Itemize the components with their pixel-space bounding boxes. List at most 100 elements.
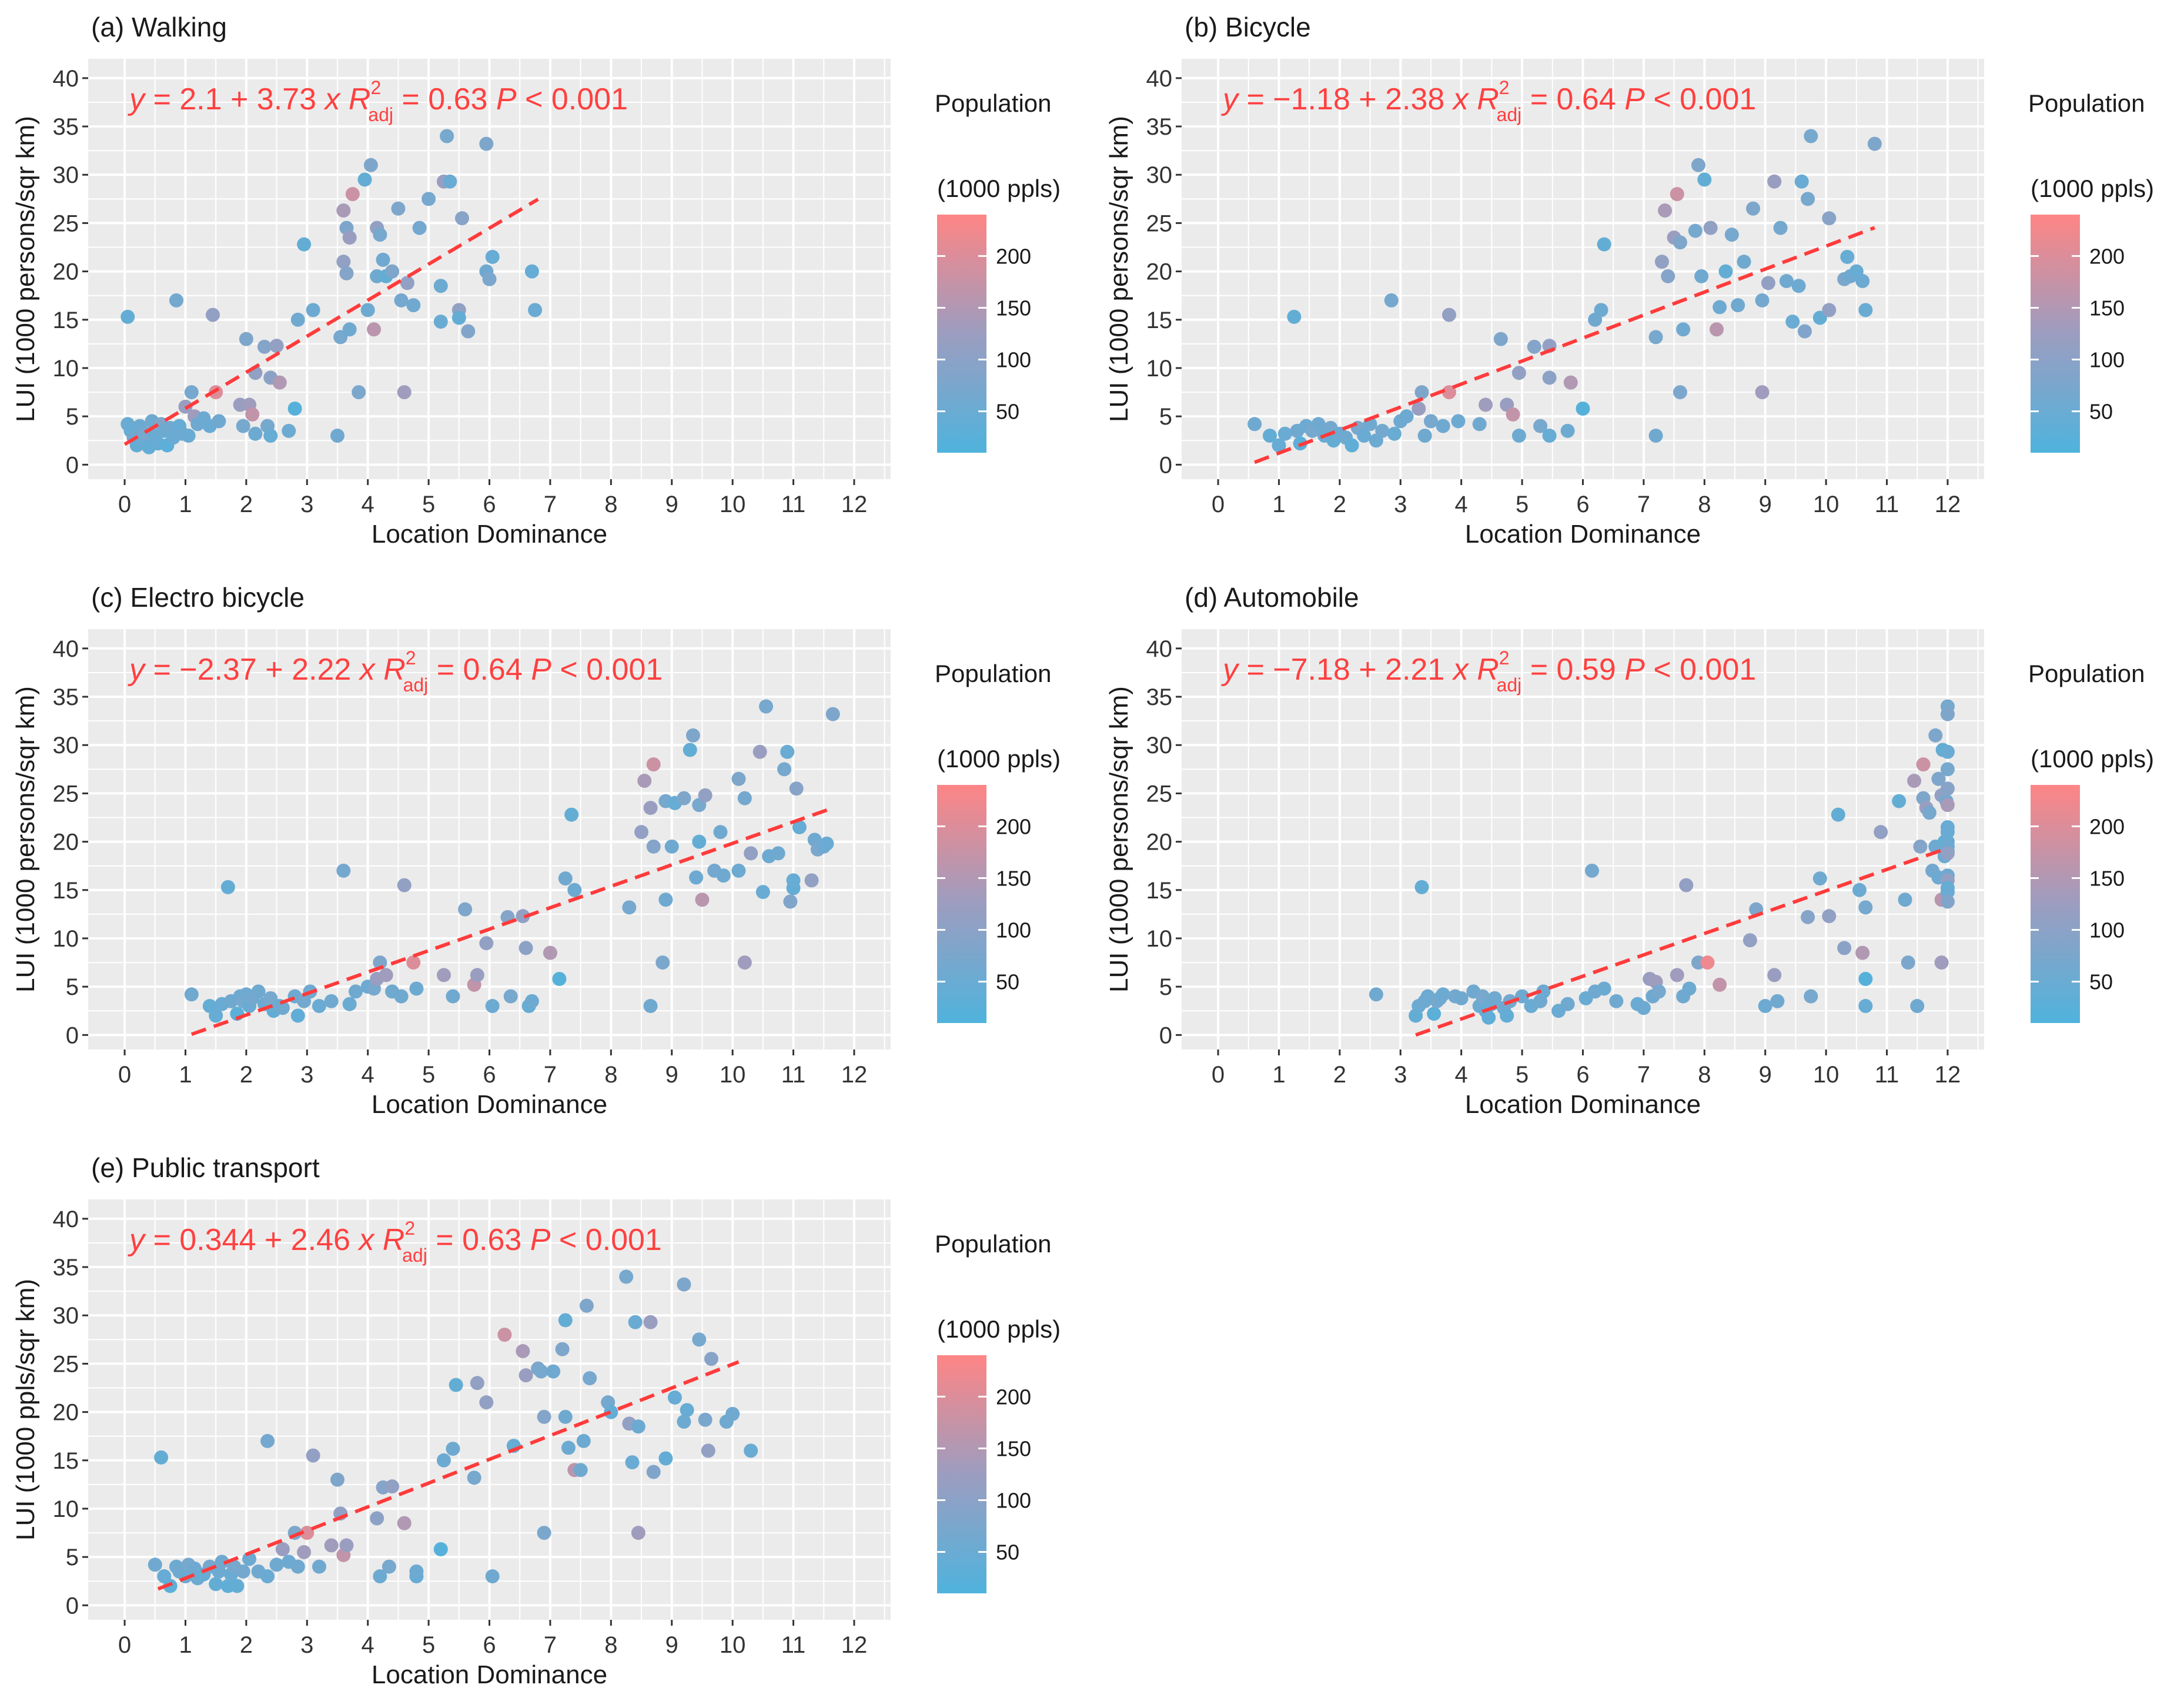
data-point [1804,989,1818,1004]
colorbar-tick-label: 50 [2089,970,2113,994]
data-point [1384,293,1399,307]
data-point [485,249,500,264]
x-tick-label: 1 [1272,492,1285,517]
data-point [1855,274,1870,289]
data-point [1703,220,1718,235]
grid [1182,629,1984,1049]
data-point [1691,158,1705,172]
data-point [485,1569,500,1584]
x-tick-label: 6 [483,1062,496,1088]
data-point [1852,883,1867,897]
data-point [725,1406,740,1421]
data-point [1451,414,1466,429]
y-axis-label: LUI (1000 persons/sqr km) [11,686,40,992]
data-point [181,429,196,443]
points [148,1269,758,1593]
data-point [397,1516,412,1530]
data-point [1247,417,1262,432]
data-point [783,894,798,909]
x-tick-label: 0 [118,1062,131,1088]
x-tick-label: 10 [720,1062,746,1088]
data-point [373,1569,387,1584]
data-point [752,744,767,759]
grid [88,629,891,1049]
data-point [1423,414,1438,429]
data-point [215,1555,229,1569]
data-point [373,955,387,970]
x-tick-label: 0 [1212,492,1225,517]
data-point [272,375,287,390]
data-point [820,836,834,851]
data-point [552,972,567,987]
x-tick-label: 1 [179,1632,192,1658]
data-point [1673,235,1687,250]
x-tick-label: 12 [841,1632,868,1658]
data-point [771,846,785,861]
data-point [1597,981,1611,996]
data-point [777,762,792,777]
data-point [275,1001,290,1015]
data-point [458,902,473,917]
data-point [360,303,375,317]
legend-title: Population [2028,660,2145,687]
data-point [367,322,382,337]
colorbar-tick-label: 100 [996,1489,1031,1513]
x-axis-label: Location Dominance [1465,1090,1701,1119]
data-point [1855,945,1870,960]
data-point [1576,402,1590,416]
data-point [454,211,469,226]
data-point [1779,274,1794,289]
data-point [1718,264,1733,279]
grid [1182,59,1984,479]
data-point [643,1315,658,1329]
colorbar-tick-label: 200 [996,1385,1031,1409]
panel-title: (c) Electro bicycle [91,582,305,613]
data-point [1892,794,1907,808]
data-point [212,414,226,429]
data-point [1648,330,1663,345]
x-tick-label: 9 [1759,492,1772,517]
y-tick-label: 40 [53,1206,79,1232]
data-point [382,1559,396,1574]
data-point [1670,187,1684,202]
data-point [446,1442,460,1456]
data-point [209,1577,223,1592]
y-tick-label: 25 [53,1351,79,1377]
y-tick-label: 5 [1159,404,1172,430]
points [121,129,543,454]
data-point [683,743,697,757]
colorbar-tick-label: 100 [996,348,1031,372]
data-point [1758,999,1772,1014]
data-point [677,791,691,805]
data-point [1940,798,1955,813]
data-point [406,298,421,313]
data-point [242,1552,257,1566]
data-point [1597,237,1611,252]
colorbar [2031,785,2080,1023]
colorbar-tick-label: 100 [996,918,1031,942]
y-tick-label: 5 [1159,974,1172,1000]
data-point [1874,825,1888,840]
data-point [1940,744,1955,759]
data-point [825,707,840,721]
data-point [1773,220,1788,235]
data-point [230,1579,245,1593]
x-tick-label: 1 [179,1062,192,1088]
data-point [209,1008,223,1023]
y-axis-label: LUI (1000 persons/sqr km) [1105,116,1133,422]
data-point [1934,955,1949,970]
data-point [236,419,250,433]
data-point [433,1542,448,1557]
y-tick-label: 10 [53,1496,79,1522]
data-point [692,1332,707,1347]
data-point [169,293,183,307]
colorbar-tick-label: 150 [996,866,1031,890]
colorbar [937,785,986,1023]
data-point [1412,402,1426,416]
data-point [1594,303,1608,317]
y-axis-label: LUI (1000 ppls/sqr km) [11,1279,40,1540]
data-point [345,187,360,202]
x-tick-label: 3 [1394,1062,1407,1088]
x-tick-label: 0 [1212,1062,1225,1088]
data-point [744,1443,758,1458]
